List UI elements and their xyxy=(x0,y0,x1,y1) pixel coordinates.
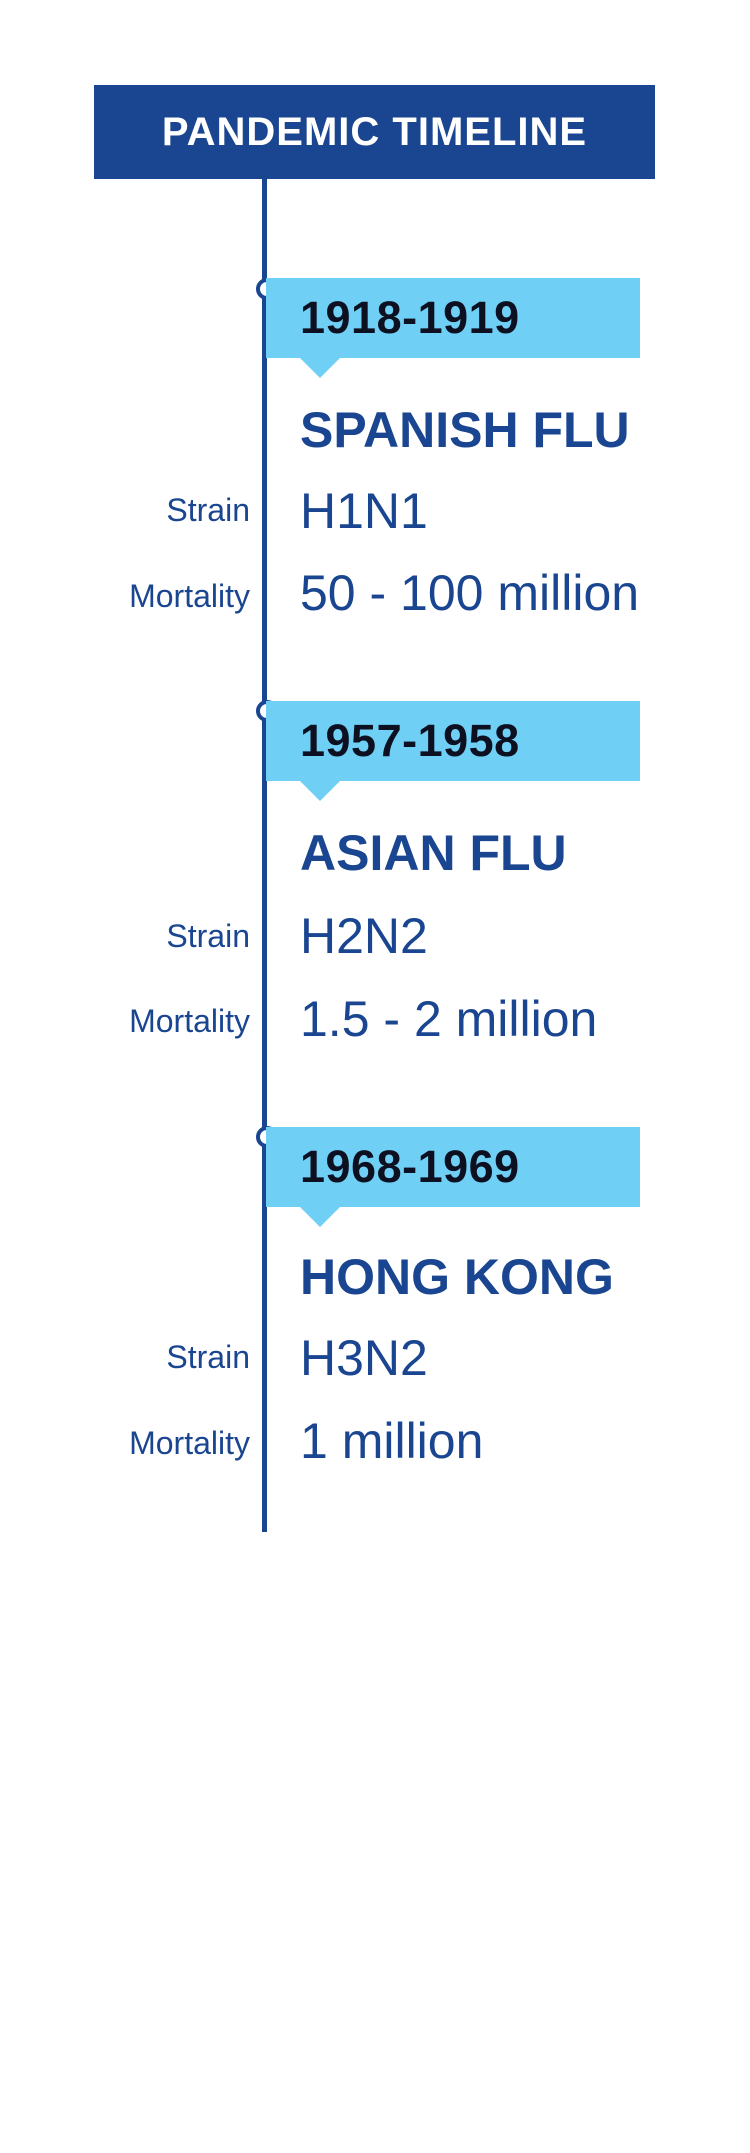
year-callout-pointer xyxy=(300,1207,340,1227)
event-years: 1918-1919 xyxy=(266,278,640,358)
event-name: HONG KONG xyxy=(300,1249,614,1305)
strain-label: Strain xyxy=(166,492,250,528)
event-years: 1968-1969 xyxy=(266,1127,640,1207)
mortality-label: Mortality xyxy=(129,578,250,614)
event-name: SPANISH FLU xyxy=(300,402,630,458)
strain-value: H2N2 xyxy=(300,908,428,964)
strain-label: Strain xyxy=(166,1339,250,1375)
year-callout-pointer xyxy=(300,781,340,801)
mortality-value: 50 - 100 million xyxy=(300,565,640,621)
event-name: ASIAN FLU xyxy=(300,825,567,881)
mortality-label: Mortality xyxy=(129,1425,250,1461)
timeline-axis xyxy=(262,179,267,1532)
strain-label: Strain xyxy=(166,918,250,954)
mortality-label: Mortality xyxy=(129,1003,250,1039)
strain-value: H3N2 xyxy=(300,1330,428,1386)
mortality-value: 1 million xyxy=(300,1413,484,1469)
year-callout-pointer xyxy=(300,358,340,378)
strain-value: H1N1 xyxy=(300,483,428,539)
mortality-value: 1.5 - 2 million xyxy=(300,991,598,1047)
timeline-title: PANDEMIC TIMELINE xyxy=(94,85,655,179)
event-years: 1957-1958 xyxy=(266,701,640,781)
